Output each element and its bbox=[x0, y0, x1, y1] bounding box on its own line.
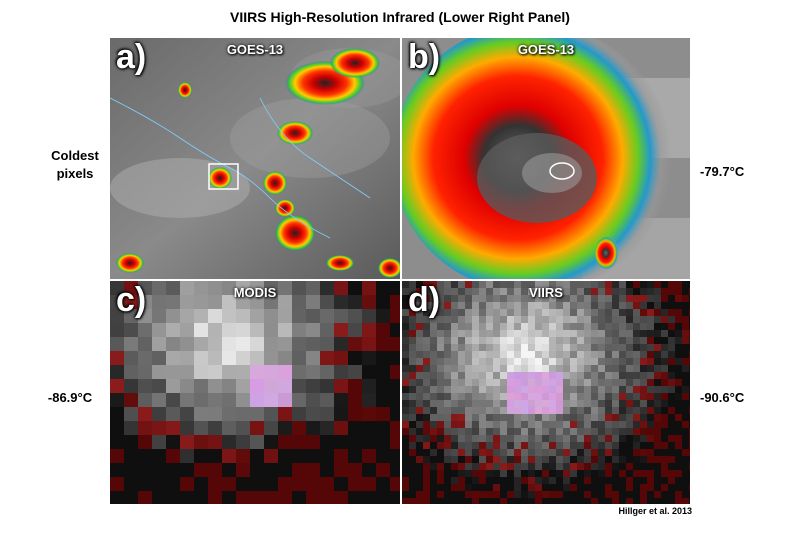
panel-c-image bbox=[110, 281, 400, 504]
panel-c-letter: c) bbox=[116, 281, 147, 319]
panel-b-satellite: GOES-13 bbox=[517, 42, 575, 57]
panel-d-viirs: d) VIIRS bbox=[402, 281, 690, 504]
panel-a-satellite: GOES-13 bbox=[226, 42, 284, 57]
panel-c-satellite: MODIS bbox=[233, 285, 277, 300]
panel-a-image bbox=[110, 38, 400, 279]
panel-a-goes-regional: a) GOES-13 bbox=[110, 38, 400, 279]
panel-b-letter: b) bbox=[408, 38, 441, 76]
panel-b-image bbox=[402, 38, 690, 279]
figure-title: VIIRS High-Resolution Infrared (Lower Ri… bbox=[230, 9, 570, 25]
coldest-pixels-label: Coldest pixels bbox=[30, 147, 120, 183]
panel-c-modis: c) MODIS bbox=[110, 281, 400, 504]
temp-label-d: -90.6°C bbox=[700, 390, 745, 405]
zoom-box bbox=[208, 163, 239, 190]
coldest-pixel-circle bbox=[549, 162, 575, 180]
panel-d-image bbox=[402, 281, 690, 504]
panel-d-letter: d) bbox=[408, 281, 441, 319]
panel-b-goes-zoom: b) GOES-13 bbox=[402, 38, 690, 279]
coldest-label-line2: pixels bbox=[56, 166, 94, 181]
panel-d-satellite: VIIRS bbox=[529, 285, 563, 300]
coldest-label-line1: Coldest bbox=[51, 148, 99, 163]
credit-text: Hillger et al. 2013 bbox=[618, 506, 692, 516]
temp-label-b: -79.7°C bbox=[700, 164, 745, 179]
temp-label-c: -86.9°C bbox=[47, 390, 93, 405]
panel-a-letter: a) bbox=[116, 38, 147, 76]
